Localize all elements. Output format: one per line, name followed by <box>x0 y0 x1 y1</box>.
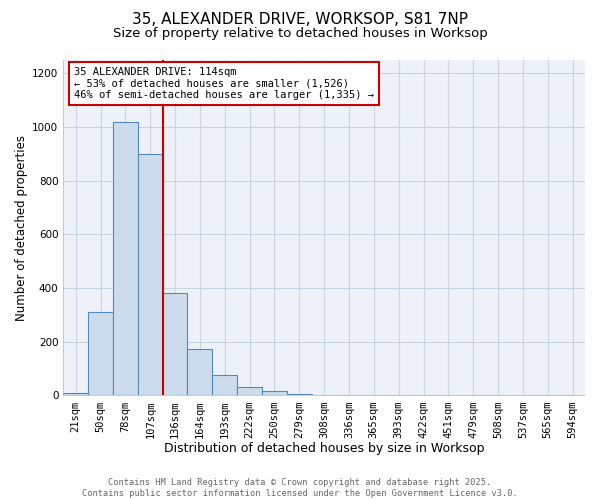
X-axis label: Distribution of detached houses by size in Worksop: Distribution of detached houses by size … <box>164 442 484 455</box>
Bar <box>113 122 138 396</box>
Text: 35 ALEXANDER DRIVE: 114sqm
← 53% of detached houses are smaller (1,526)
46% of s: 35 ALEXANDER DRIVE: 114sqm ← 53% of deta… <box>74 66 374 100</box>
Bar <box>187 348 212 396</box>
Text: Contains HM Land Registry data © Crown copyright and database right 2025.
Contai: Contains HM Land Registry data © Crown c… <box>82 478 518 498</box>
Text: Size of property relative to detached houses in Worksop: Size of property relative to detached ho… <box>113 28 487 40</box>
Bar <box>237 388 262 396</box>
Bar <box>138 154 163 396</box>
Text: 35, ALEXANDER DRIVE, WORKSOP, S81 7NP: 35, ALEXANDER DRIVE, WORKSOP, S81 7NP <box>132 12 468 28</box>
Bar <box>262 392 287 396</box>
Bar <box>287 394 312 396</box>
Y-axis label: Number of detached properties: Number of detached properties <box>15 134 28 320</box>
Bar <box>63 393 88 396</box>
Bar <box>163 294 187 396</box>
Bar <box>88 312 113 396</box>
Bar <box>212 376 237 396</box>
